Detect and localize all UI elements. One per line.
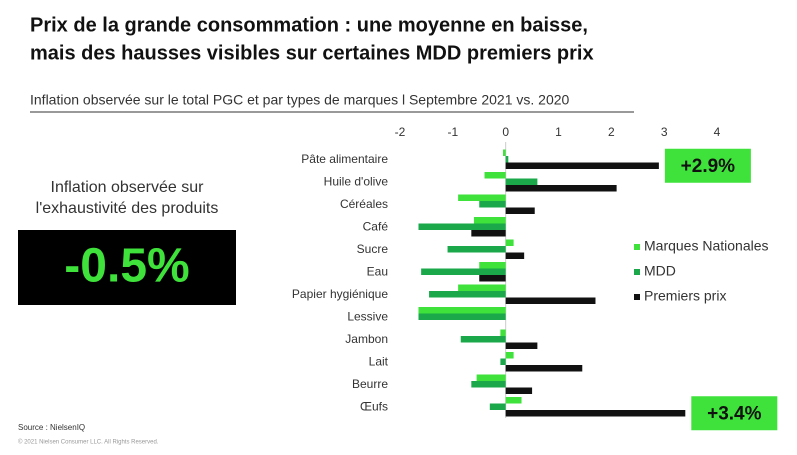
- kpi-box: [18, 230, 236, 305]
- bar: [418, 307, 506, 314]
- bar: [505, 342, 538, 349]
- value-label-box: [691, 396, 778, 431]
- category-label: Papier hygiénique: [292, 287, 388, 301]
- value-label: +2.9%: [681, 156, 736, 177]
- kpi-value: -0.5%: [64, 240, 189, 293]
- bar: [458, 194, 506, 201]
- value-label-box: [664, 148, 751, 183]
- bar: [505, 156, 509, 163]
- bar: [476, 374, 506, 381]
- legend-swatch: [634, 269, 640, 275]
- legend-label: MDD: [644, 263, 676, 279]
- value-label: +3.4%: [707, 403, 762, 424]
- bar: [505, 387, 533, 394]
- bar: [479, 275, 506, 282]
- bar: [505, 185, 617, 192]
- category-label: Lessive: [347, 310, 388, 324]
- legend-label: Premiers prix: [644, 288, 726, 304]
- category-label: Café: [363, 220, 389, 234]
- x-tick-label: 1: [555, 125, 562, 139]
- bar: [505, 207, 535, 214]
- bar: [505, 297, 596, 304]
- bar: [421, 268, 506, 275]
- x-tick-label: -2: [395, 125, 406, 139]
- kpi-label: Inflation observée sur: [51, 179, 205, 196]
- legend-label: Marques Nationales: [644, 238, 769, 254]
- bar: [479, 201, 506, 208]
- bar: [484, 172, 506, 179]
- bar: [479, 262, 506, 269]
- source: Source : NielsenIQ: [18, 423, 85, 432]
- category-label: Œufs: [360, 400, 388, 414]
- category-label: Lait: [369, 355, 389, 369]
- bar: [503, 149, 506, 156]
- bar: [418, 313, 506, 320]
- bar: [471, 230, 506, 237]
- x-tick-label: 4: [714, 125, 721, 139]
- x-tick-label: 3: [661, 125, 668, 139]
- kpi-label: l'exhaustivité des produits: [36, 200, 219, 217]
- category-label: Eau: [367, 265, 388, 279]
- bar: [500, 358, 506, 365]
- category-label: Jambon: [345, 332, 388, 346]
- bar: [418, 223, 506, 230]
- category-label: Huile d'olive: [324, 175, 389, 189]
- bar: [460, 336, 506, 343]
- category-label: Beurre: [352, 377, 388, 391]
- chart-title: Prix de la grande consommation : une moy…: [30, 14, 588, 36]
- legend-swatch: [634, 294, 640, 300]
- x-tick-label: 0: [502, 125, 509, 139]
- bar: [500, 329, 506, 336]
- category-label: Céréales: [340, 197, 388, 211]
- bar: [505, 410, 686, 417]
- x-tick-label: -1: [447, 125, 458, 139]
- chart-subtitle: Inflation observée sur le total PGC et p…: [30, 92, 570, 108]
- bar: [447, 246, 506, 253]
- legend-swatch: [634, 244, 640, 250]
- bar: [505, 178, 538, 185]
- bar: [505, 397, 522, 404]
- category-label: Sucre: [357, 242, 389, 256]
- bar: [471, 381, 506, 388]
- x-tick-label: 2: [608, 125, 615, 139]
- bar: [429, 291, 506, 298]
- bar: [473, 217, 506, 224]
- category-label: Pâte alimentaire: [301, 152, 388, 166]
- bar: [505, 162, 659, 169]
- bar: [505, 239, 514, 246]
- bar: [505, 365, 583, 372]
- copyright: © 2021 Nielsen Consumer LLC. All Rights …: [18, 439, 159, 446]
- bar: [505, 252, 525, 259]
- bar: [505, 352, 514, 359]
- chart-title: mais des hausses visibles sur certaines …: [30, 42, 594, 64]
- bar: [458, 284, 506, 291]
- bar: [489, 403, 506, 410]
